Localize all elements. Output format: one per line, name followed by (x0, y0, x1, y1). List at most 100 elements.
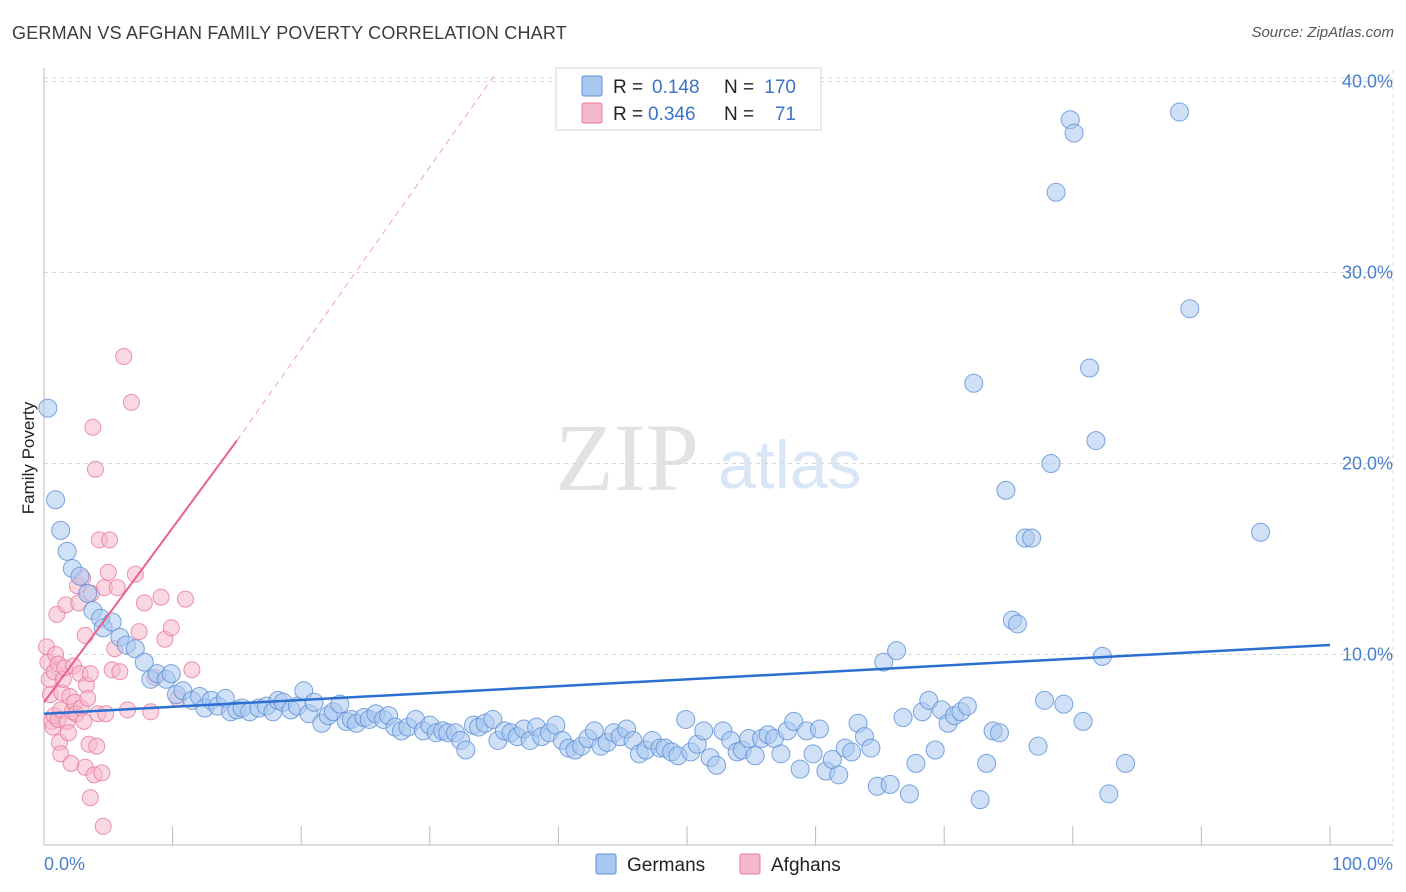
german-point (1099, 784, 1119, 804)
series-legend-swatch-germans (595, 853, 617, 875)
german-point (899, 784, 919, 804)
german-point (1064, 123, 1084, 143)
german-point (1022, 528, 1042, 548)
german-point (70, 566, 90, 586)
german-point (38, 398, 58, 418)
afghan-point (88, 737, 106, 755)
afghan-point (76, 626, 94, 644)
german-point (989, 723, 1009, 743)
german-trend-line (43, 643, 1331, 715)
afghan-point (62, 754, 80, 772)
german-point (483, 709, 503, 729)
german-point (1035, 690, 1055, 710)
afghan-point (93, 764, 111, 782)
legend-n-label-afghan: N = (724, 104, 754, 125)
german-point (707, 755, 727, 775)
series-legend-label-afghans: Afghans (771, 855, 841, 876)
german-point (842, 742, 862, 762)
afghan-point (86, 460, 104, 478)
german-point (906, 753, 926, 773)
german-point (957, 696, 977, 716)
afghan-point (122, 393, 140, 411)
german-point (46, 490, 66, 510)
y-tick-labels: 10.0% 20.0% 30.0% 40.0% (1342, 72, 1393, 665)
german-point (676, 709, 696, 729)
german-point (57, 541, 77, 561)
afghan-trend-extension (236, 75, 495, 441)
german-point (745, 746, 765, 766)
german-points (38, 102, 1271, 810)
german-point (829, 765, 849, 785)
afghan-point (162, 619, 180, 637)
german-point (304, 692, 324, 712)
german-point (803, 744, 823, 764)
german-point (1170, 102, 1190, 122)
afghan-point (94, 817, 112, 835)
afghan-point (99, 563, 117, 581)
german-point (887, 641, 907, 661)
axes (43, 68, 1393, 846)
german-point (809, 719, 829, 739)
afghan-point (183, 661, 201, 679)
german-point (977, 753, 997, 773)
legend-n-label-german: N = (724, 77, 754, 98)
y-tick-label-30: 30.0% (1342, 263, 1393, 283)
legend-swatch-afghan (581, 102, 603, 124)
afghan-point (101, 531, 119, 549)
legend-r-value-german: 0.148 (652, 77, 700, 98)
german-point (919, 690, 939, 710)
watermark-atlas: atlas (718, 427, 862, 503)
series-legend-label-germans: Germans (627, 855, 705, 876)
afghan-point (135, 594, 153, 612)
german-point (861, 738, 881, 758)
afghan-point (75, 712, 93, 730)
german-point (1041, 454, 1061, 473)
german-point (330, 694, 350, 714)
german-point (456, 740, 476, 760)
german-point (970, 790, 990, 810)
source-label: Source: ZipAtlas.com (1251, 24, 1394, 41)
german-point (694, 721, 714, 741)
afghan-point (81, 789, 99, 807)
afghan-point (111, 663, 129, 681)
trend-lines (43, 75, 1331, 715)
afghan-point (152, 588, 170, 606)
legend-swatch-german (581, 75, 603, 97)
german-point (1073, 711, 1093, 731)
afghan-point (115, 348, 133, 366)
german-point (790, 759, 810, 779)
legend-n-value-afghan: 71 (775, 104, 796, 125)
watermark-zip: ZIP (555, 404, 699, 511)
series-legend: Germans Afghans (595, 853, 841, 876)
german-point (996, 480, 1016, 500)
afghan-point (126, 565, 144, 583)
german-point (880, 774, 900, 794)
german-point (964, 373, 984, 393)
stats-legend: R = 0.148 N = 170 R = 0.346 N = 71 (555, 67, 822, 131)
german-point (925, 740, 945, 760)
german-point (51, 520, 71, 540)
x-tick-min: 0.0% (44, 854, 85, 874)
y-axis-label: Family Poverty (19, 401, 38, 514)
german-point (78, 583, 98, 603)
afghan-point (79, 689, 97, 707)
watermark: ZIP atlas (555, 404, 862, 511)
afghan-point (108, 579, 126, 597)
afghan-point (97, 705, 115, 723)
german-point (874, 652, 894, 672)
legend-n-value-german: 170 (764, 77, 796, 98)
y-tick-label-10: 10.0% (1342, 645, 1393, 665)
afghan-point (81, 665, 99, 683)
afghan-point (142, 703, 160, 721)
y-tick-label-40: 40.0% (1342, 72, 1393, 92)
german-point (893, 708, 913, 728)
german-point (1008, 614, 1028, 634)
german-point (1028, 736, 1048, 756)
german-point (1116, 753, 1136, 773)
german-point (784, 711, 804, 731)
afghan-point (130, 623, 148, 641)
afghan-point (84, 418, 102, 436)
legend-r-label-german: R = (613, 77, 643, 98)
german-point (134, 652, 154, 672)
